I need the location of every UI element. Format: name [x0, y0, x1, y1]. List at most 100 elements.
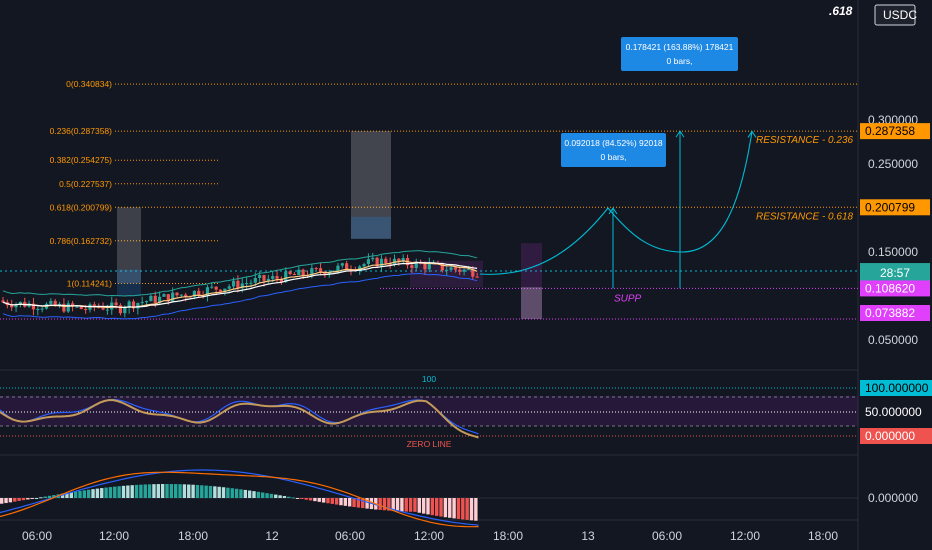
candle-body	[249, 282, 253, 284]
candle-body	[297, 269, 301, 275]
macd-histogram-bar	[143, 484, 147, 498]
candle-body	[371, 257, 375, 260]
macd-histogram-bar	[73, 491, 78, 498]
candle-body	[414, 261, 418, 268]
macd-histogram-bar	[448, 498, 452, 518]
measure-box[interactable]: 0.178421 (163.88%) 178421 0 bars,	[621, 37, 738, 71]
macd-histogram-bar	[352, 498, 356, 508]
candle-body	[118, 305, 123, 314]
macd-histogram-bar	[104, 487, 108, 498]
macd-histogram-bar	[156, 484, 160, 498]
candle-body	[388, 263, 392, 265]
candle-body	[236, 280, 240, 289]
price-tag[interactable]: 0.108620	[860, 280, 930, 297]
macd-pane[interactable]	[0, 469, 858, 528]
time-tick-label: 06:00	[335, 529, 365, 543]
time-tick-label: 06:00	[652, 529, 682, 543]
candle-body	[49, 300, 53, 304]
macd-histogram-bar	[0, 498, 4, 504]
macd-histogram-bar	[43, 496, 47, 498]
time-tick-label: 13	[581, 529, 595, 543]
rsi-band	[0, 396, 858, 426]
macd-histogram-bar	[308, 498, 313, 501]
candle-body	[301, 269, 305, 275]
candle-body	[36, 308, 40, 310]
resistance-label: RESISTANCE - 0.236	[756, 135, 854, 146]
macd-histogram-bar	[261, 492, 265, 498]
candle-body	[231, 280, 236, 287]
candle-body	[131, 301, 136, 309]
macd-histogram-bar	[313, 498, 317, 502]
macd-histogram-bar	[274, 494, 278, 498]
macd-histogram-bar	[117, 486, 121, 498]
macd-histogram-bar	[252, 491, 256, 498]
macd-histogram-bar	[8, 498, 13, 503]
fibonacci-retracement[interactable]: 0(0.340834) 0.236(0.287358) 0.382(0.254275…	[0, 79, 858, 320]
macd-histogram-bar	[465, 498, 469, 520]
macd-histogram-bar	[217, 486, 221, 498]
candle-body	[31, 303, 36, 310]
price-tag[interactable]: 0.073882	[860, 305, 930, 321]
candle-body	[262, 275, 266, 281]
candle-body	[466, 269, 471, 271]
macd-line	[0, 469, 479, 526]
price-axis[interactable]: 0.3000000.2500000.1500000.0500000.287358…	[860, 113, 932, 505]
rsi-tag-text: 100.000000	[865, 381, 929, 395]
macd-histogram-bar	[361, 498, 365, 509]
projection-path[interactable]	[479, 131, 753, 275]
macd-histogram-bar	[456, 498, 461, 519]
macd-histogram-bar	[47, 495, 52, 498]
macd-histogram-bar	[282, 496, 287, 498]
macd-histogram-bar	[421, 498, 426, 514]
macd-histogram-bar	[221, 487, 226, 498]
fib-corner-label: .618	[829, 4, 853, 18]
candle-body	[136, 303, 140, 309]
rsi-top-level-label: 100	[422, 374, 436, 384]
measure-box-bg	[621, 37, 738, 71]
time-axis[interactable]: 06:00 12:00 18:00 12 06:00 12:00 18:00 13 06:00 1…	[22, 529, 838, 543]
rsi-tag[interactable]: 50.000000	[860, 404, 932, 420]
candle-body	[127, 301, 131, 308]
macd-histogram-bar	[330, 498, 334, 504]
macd-histogram-bar	[321, 498, 326, 503]
price-tag[interactable]: 28:57	[860, 265, 930, 281]
rsi-tag[interactable]: 100.000000	[860, 380, 932, 396]
currency-button[interactable]: USDC	[874, 4, 917, 26]
macd-histogram-bar	[187, 484, 191, 498]
macd-histogram-bar	[213, 486, 217, 498]
candle-body	[75, 306, 79, 308]
candle-body	[214, 286, 218, 290]
candle-body	[401, 258, 405, 262]
candle-body	[340, 263, 344, 266]
candle-body	[218, 289, 223, 292]
macd-histogram-bar	[435, 498, 439, 516]
macd-histogram-bar	[52, 495, 56, 498]
macd-histogram-bar	[69, 492, 73, 498]
time-tick-label: 12:00	[730, 529, 760, 543]
candle-body	[271, 276, 275, 279]
price-tag[interactable]: 0.200799	[860, 199, 930, 216]
measure-box-line: 0.092018 (84.52%) 92018	[564, 138, 663, 148]
macd-histogram-bar	[408, 498, 413, 512]
candle-body	[445, 269, 449, 271]
macd-histogram-bar	[474, 498, 478, 521]
rsi-tag-bg	[860, 428, 932, 444]
candle-body	[123, 307, 127, 314]
macd-histogram-bar	[78, 490, 82, 498]
price-tag[interactable]: 0.287358	[860, 123, 930, 140]
measure-box[interactable]: 0.092018 (84.52%) 92018 0 bars,	[561, 133, 666, 167]
rsi-tag[interactable]: 0.000000	[860, 428, 932, 444]
candle-body	[192, 290, 196, 297]
macd-histogram-bar	[126, 485, 130, 498]
price-series[interactable]	[1, 250, 479, 320]
rsi-tag-text: 0.000000	[865, 429, 915, 443]
candle-body	[227, 286, 231, 289]
rsi-pane[interactable]: 100 ZERO LINE	[0, 374, 858, 449]
macd-histogram-bar	[234, 488, 239, 498]
candle-body	[258, 275, 262, 279]
bollinger-upper	[2, 250, 478, 297]
price-tag-text: 28:57	[880, 266, 910, 280]
macd-histogram-bar	[60, 493, 65, 498]
